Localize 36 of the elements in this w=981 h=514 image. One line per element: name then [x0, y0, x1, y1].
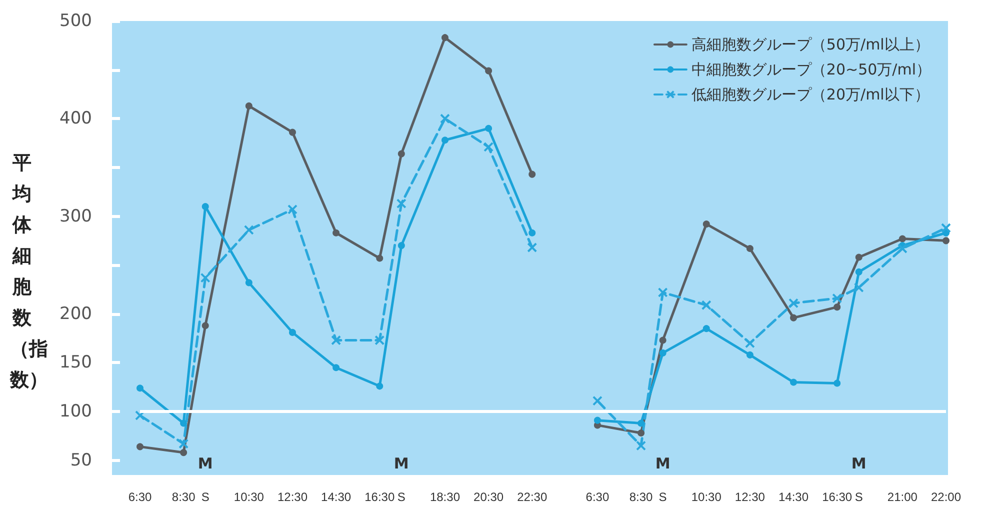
legend-label: 低細胞数グループ（20万/ml以下）: [691, 86, 930, 104]
x-tick-label: 16:30: [822, 490, 852, 504]
x-tick-label: 10:30: [691, 490, 722, 504]
x-tick-label: 16:30: [364, 490, 395, 504]
legend-label: 中細胞数グループ（20~50万/ml）: [691, 60, 932, 78]
x-tick-label: 14:30: [321, 490, 352, 504]
x-tick-label: 12:30: [277, 490, 308, 504]
x-tick-label: 6:30: [586, 490, 610, 504]
x-tick-label: 8:30: [629, 490, 654, 504]
annotation: M: [394, 454, 409, 472]
x-tick-label: 6:30: [128, 490, 152, 504]
x-tick-label: S: [201, 490, 210, 504]
y-tick-label: 400: [60, 108, 92, 129]
x-tick-label: 22:00: [930, 490, 962, 504]
y-tick-label: 100: [60, 402, 92, 422]
x-tick-label: 22:30: [517, 490, 548, 504]
annotation: M: [851, 454, 866, 472]
x-tick-label: 12:30: [734, 490, 766, 504]
y-tick-label: 500: [60, 11, 92, 31]
annotation: M: [655, 454, 670, 472]
y-axis-title: 平均体細胞数（指数）: [10, 151, 48, 393]
x-tick-label: S: [397, 490, 406, 504]
y-tick-label: 150: [60, 352, 92, 373]
y-tick-label: 200: [60, 304, 92, 324]
y-tick-label: 300: [60, 206, 92, 226]
x-tick-label: 18:30: [430, 490, 460, 504]
x-tick-label: 21:00: [887, 490, 918, 504]
y-tick-label: 50: [70, 450, 92, 470]
legend-label: 高細胞数グループ（50万/ml以上）: [691, 36, 930, 54]
x-tick-label: S: [854, 490, 863, 504]
x-tick-label: 10:30: [234, 490, 264, 504]
annotation: M: [198, 454, 213, 472]
x-tick-label: 8:30: [172, 490, 196, 504]
x-tick-label: 20:30: [474, 490, 504, 504]
x-tick-label: 14:30: [778, 490, 809, 504]
x-tick-label: S: [658, 490, 667, 504]
